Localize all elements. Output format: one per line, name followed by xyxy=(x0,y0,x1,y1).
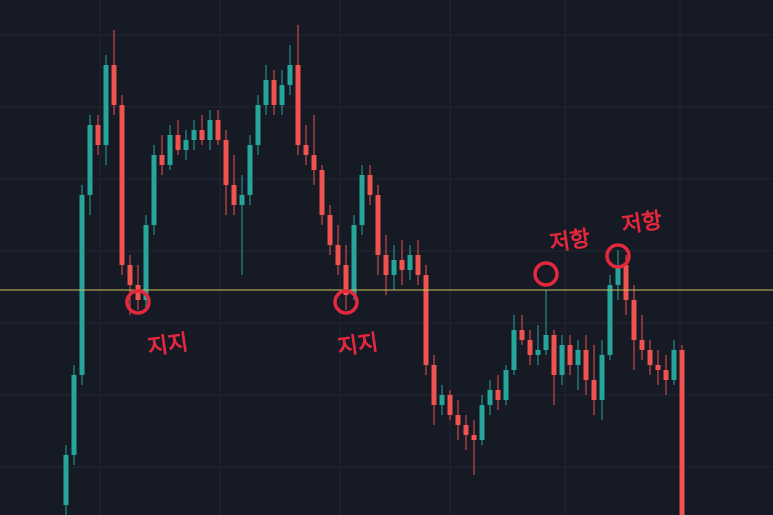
candle-body xyxy=(111,65,117,105)
resistance-circle xyxy=(533,261,559,287)
candle-body xyxy=(583,350,589,380)
support-circle xyxy=(125,289,151,315)
candle-body xyxy=(575,350,581,365)
candle-body xyxy=(247,145,253,195)
candle-body xyxy=(391,260,397,275)
candle-body xyxy=(367,175,373,195)
support-label: 지지 xyxy=(146,330,190,360)
candle-body xyxy=(127,265,133,285)
candle-body xyxy=(447,395,453,415)
candle-body xyxy=(511,330,517,370)
candle-body xyxy=(679,350,685,515)
candle-body xyxy=(399,260,405,270)
candle-body xyxy=(631,300,637,340)
candle-body xyxy=(199,130,205,140)
candle-body xyxy=(295,65,301,145)
candle-body xyxy=(423,275,429,365)
support-circle xyxy=(333,289,359,315)
candle-body xyxy=(551,335,557,375)
candle-body xyxy=(263,80,269,105)
candle-body xyxy=(87,125,93,195)
resistance-label: 저항 xyxy=(548,226,592,256)
candle-body xyxy=(383,255,389,275)
candle-body xyxy=(655,365,661,370)
candle-body xyxy=(119,105,125,265)
candle-body xyxy=(471,435,477,440)
candle-body xyxy=(175,135,181,150)
candle-body xyxy=(439,395,445,405)
candle-body xyxy=(407,255,413,270)
candle-body xyxy=(503,370,509,400)
candle-body xyxy=(223,140,229,185)
candle-body xyxy=(319,170,325,215)
candle-body xyxy=(527,340,533,355)
candle-body xyxy=(567,345,573,365)
candle-body xyxy=(535,350,541,355)
candle-body xyxy=(415,255,421,275)
resistance-circle xyxy=(605,243,631,269)
candle-body xyxy=(159,155,165,165)
candle-body xyxy=(255,105,261,145)
candle-body xyxy=(455,415,461,425)
candle-body xyxy=(303,145,309,155)
candle-body xyxy=(95,125,101,145)
candle-body xyxy=(287,65,293,85)
candle-body xyxy=(479,405,485,440)
candle-body xyxy=(519,330,525,340)
candle-body xyxy=(167,135,173,165)
candle-body xyxy=(71,375,77,455)
candle-body xyxy=(559,345,565,375)
candle-body xyxy=(671,350,677,380)
candle-body xyxy=(279,85,285,105)
candle-body xyxy=(239,195,245,205)
candle-body xyxy=(79,195,85,375)
candle-body xyxy=(487,390,493,405)
candle-body xyxy=(271,80,277,105)
candle-body xyxy=(183,140,189,150)
candle-body xyxy=(495,390,501,400)
resistance-label: 저항 xyxy=(620,208,664,238)
candle-body xyxy=(615,265,621,285)
candle-body xyxy=(207,120,213,140)
candle-body xyxy=(151,155,157,225)
candle-body xyxy=(311,155,317,170)
candle-body xyxy=(375,195,381,255)
candle-body xyxy=(639,340,645,350)
candle-body xyxy=(647,350,653,365)
candle-body xyxy=(599,355,605,400)
support-label: 지지 xyxy=(336,330,380,360)
candle-body xyxy=(591,380,597,400)
candle-body xyxy=(143,225,149,300)
candle-body xyxy=(343,265,349,295)
candle-body xyxy=(623,265,629,300)
candle-body xyxy=(103,65,109,145)
candle-body xyxy=(607,285,613,355)
candle-body xyxy=(63,455,69,505)
candle-body xyxy=(231,185,237,205)
candle-body xyxy=(359,175,365,225)
candle-body xyxy=(191,130,197,140)
candle-body xyxy=(335,245,341,265)
candle-body xyxy=(663,370,669,380)
candle-body xyxy=(327,215,333,245)
candle-body xyxy=(431,365,437,405)
candle-body xyxy=(215,120,221,140)
candle-body xyxy=(463,425,469,435)
candle-body xyxy=(543,335,549,350)
candle-body xyxy=(351,225,357,295)
